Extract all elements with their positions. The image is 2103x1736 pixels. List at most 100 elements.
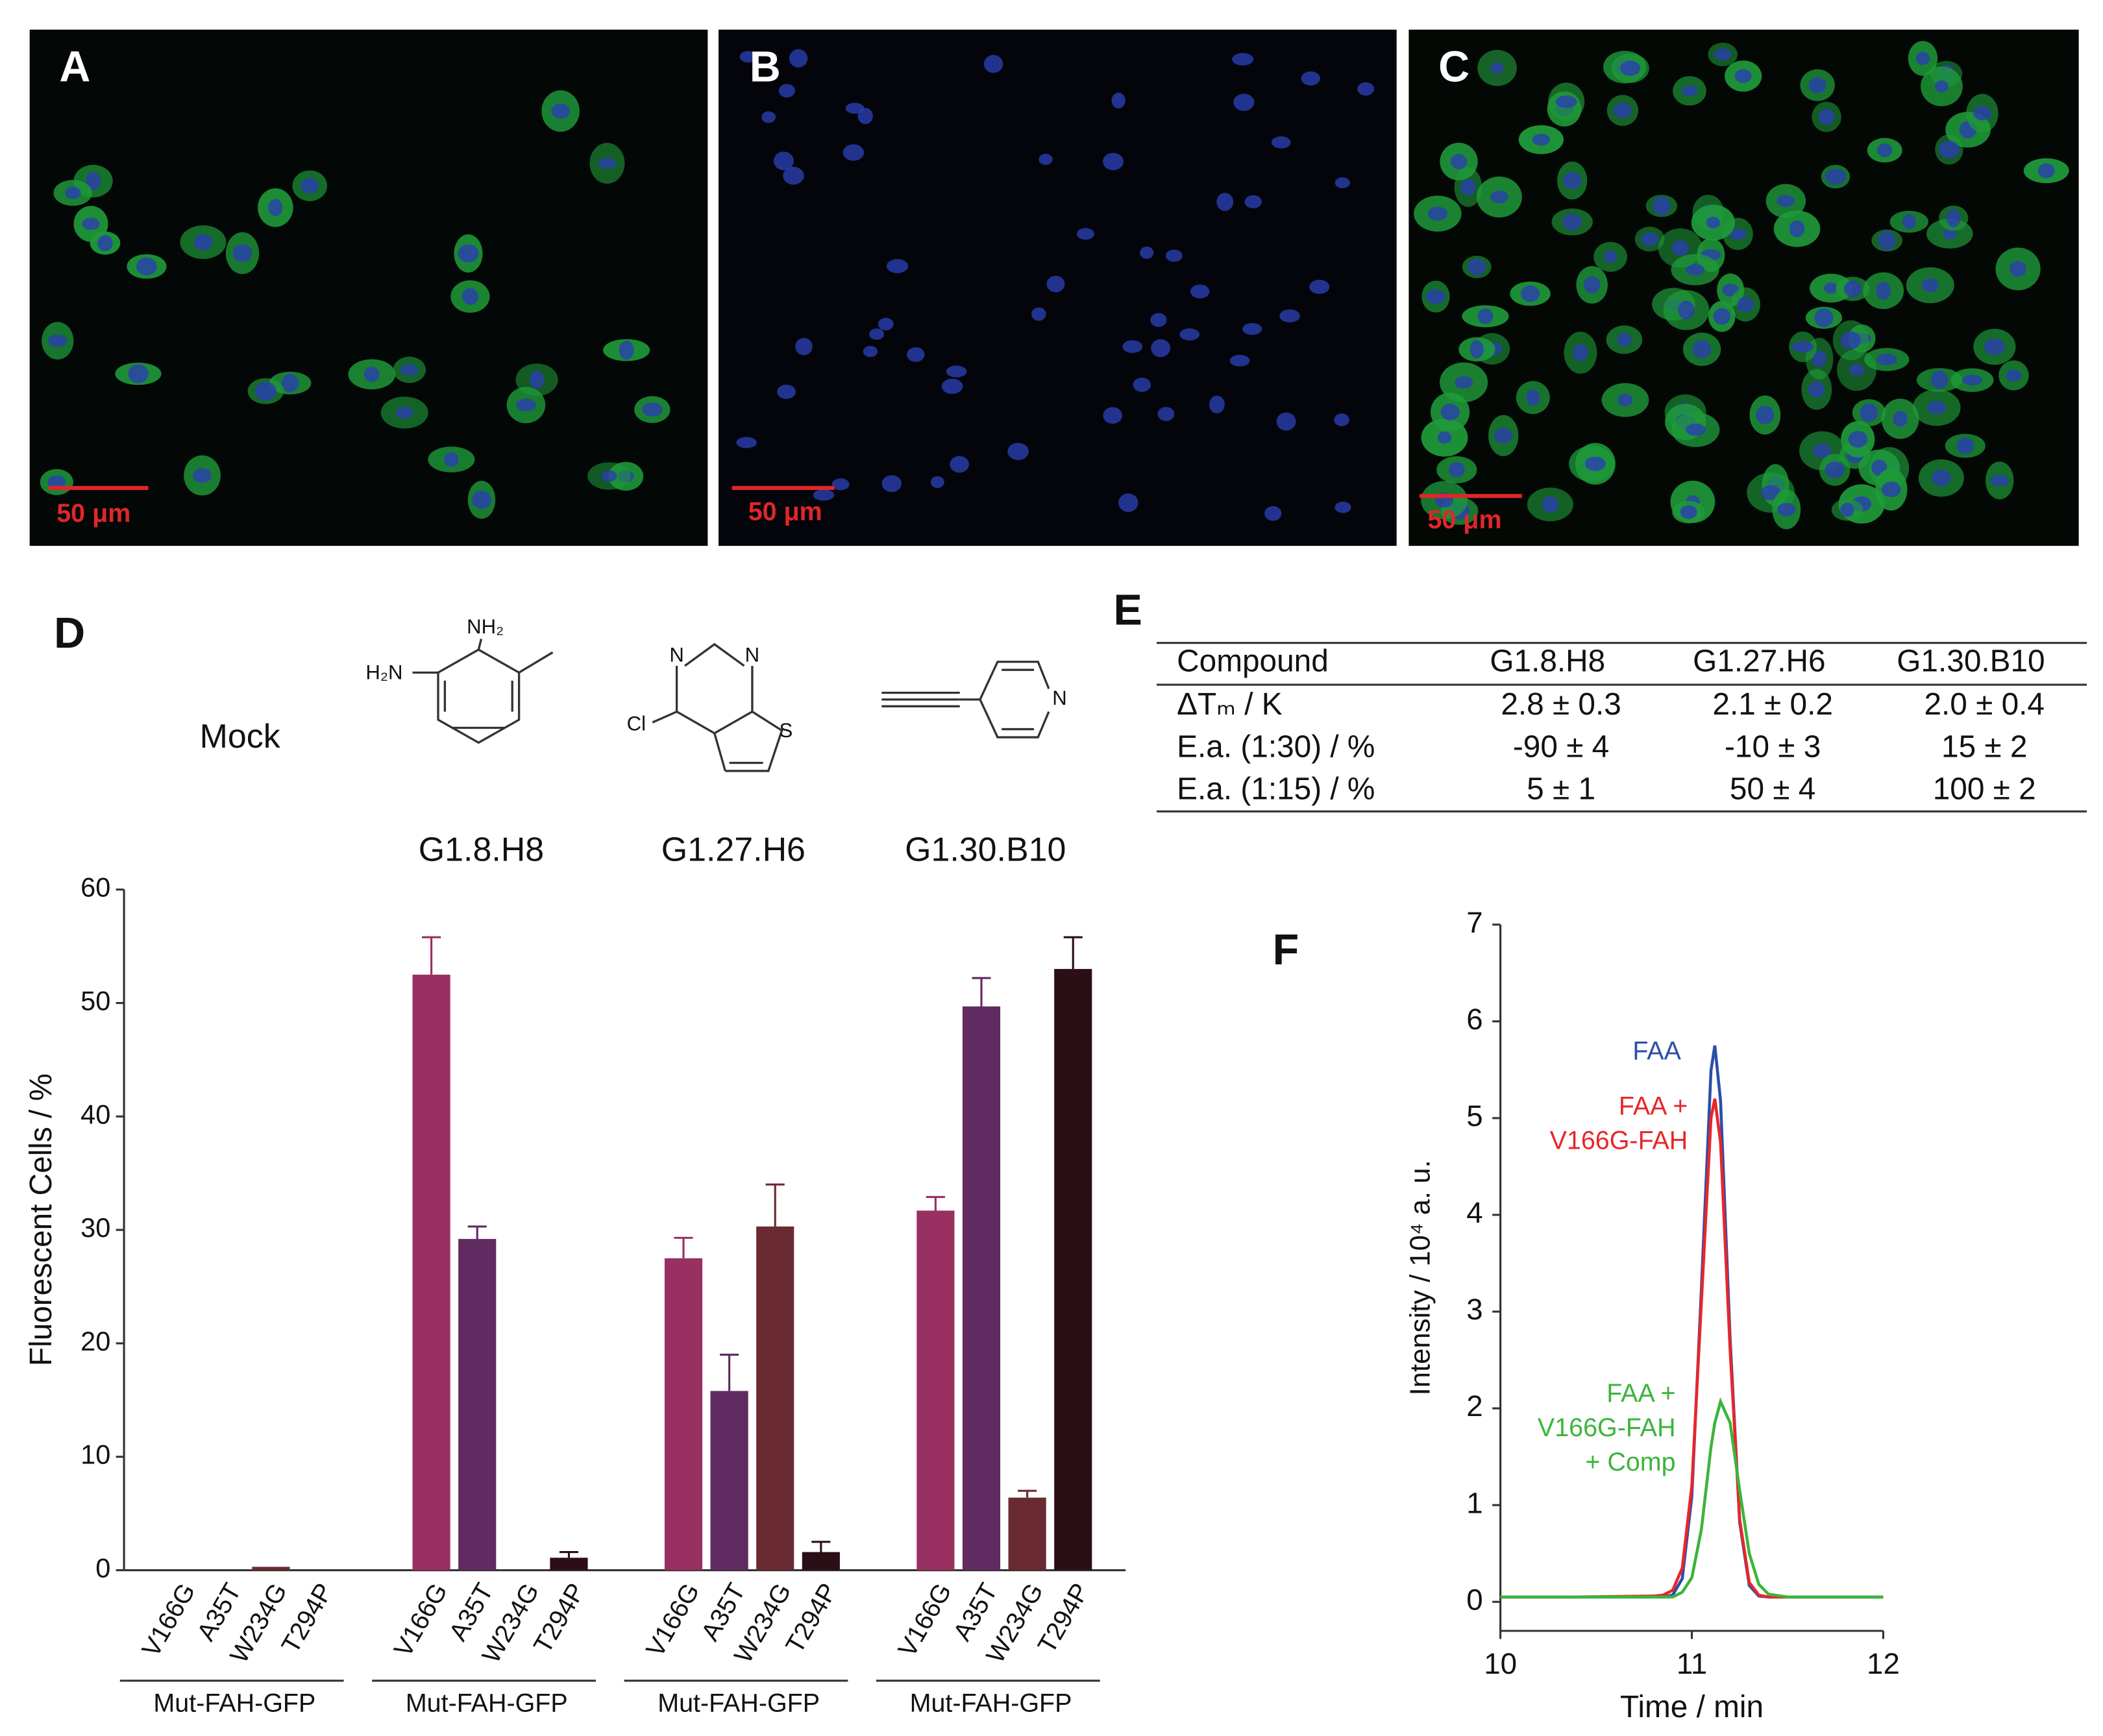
structure: NH₂ H₂N — [365, 615, 554, 744]
nucleus — [400, 364, 419, 376]
y-tick-label: 50 — [80, 986, 110, 1016]
nucleus — [530, 371, 545, 389]
nucleus — [1825, 168, 1847, 185]
nucleus — [789, 49, 808, 68]
nucleus — [1824, 282, 1838, 294]
nucleus — [1921, 278, 1939, 292]
panel-letter: B — [750, 43, 781, 92]
nucleus — [1962, 374, 1982, 386]
nucleus — [1276, 412, 1296, 431]
table-cell: 15 ± 2 — [1941, 729, 2027, 764]
bar — [1008, 1497, 1046, 1571]
x-tick-label: V166G — [892, 1578, 957, 1661]
nucleus — [1190, 284, 1210, 299]
nucleus — [1076, 228, 1094, 240]
nucleus — [1808, 381, 1825, 398]
nucleus — [1179, 328, 1200, 341]
table-cell: E.a. (1:15) / % — [1177, 772, 1375, 807]
nucleus — [1876, 353, 1897, 366]
nucleus — [1111, 92, 1125, 109]
nucleus — [1946, 209, 1961, 228]
nucleus — [1789, 220, 1805, 238]
y-tick-label: 0 — [1466, 1583, 1482, 1616]
nucleus — [65, 186, 81, 199]
table-header: G1.30.B10 — [1897, 644, 2045, 678]
nucleus — [1031, 307, 1046, 321]
error-bar — [559, 1551, 579, 1558]
nucleus — [1448, 462, 1465, 478]
nucleus — [1279, 309, 1300, 323]
nucleus — [363, 366, 380, 382]
group-name: Mock — [200, 718, 281, 755]
nucleus — [47, 475, 66, 489]
nucleus — [1984, 338, 2005, 356]
nucleus — [1427, 206, 1448, 221]
error-bar — [1063, 936, 1083, 970]
nucleus — [1357, 82, 1375, 96]
nucleus — [1756, 406, 1775, 424]
nucleus — [193, 234, 213, 251]
nucleus — [1583, 276, 1601, 294]
series-label: FAA — [1632, 1036, 1681, 1065]
group-name: G1.27.H6 — [661, 831, 806, 868]
nucleus — [458, 244, 479, 263]
table-cell: -90 ± 4 — [1513, 729, 1609, 764]
nucleus — [1151, 339, 1171, 358]
bar — [550, 1558, 588, 1571]
nucleus — [1813, 443, 1832, 458]
x-axis-label: Time / min — [1620, 1690, 1764, 1724]
y-tick-label: 40 — [80, 1099, 110, 1129]
nucleus — [1685, 423, 1706, 436]
bar — [916, 1210, 955, 1571]
nucleus — [1532, 134, 1551, 146]
x-tick-label: 10 — [1484, 1647, 1517, 1680]
nucleus — [1103, 407, 1122, 424]
nucleus — [857, 108, 873, 125]
panel-letter: D — [54, 609, 85, 657]
y-tick-label: 60 — [80, 872, 110, 903]
nucleus — [1761, 485, 1781, 500]
nucleus — [619, 341, 634, 360]
nucleus — [1692, 340, 1712, 359]
nucleus — [1229, 354, 1250, 367]
error-bar — [1018, 1489, 1037, 1498]
nucleus — [1617, 332, 1632, 347]
atom-label: Cl — [627, 713, 646, 735]
scale-bar-label: 50 μm — [1427, 506, 1501, 534]
nucleus — [1934, 80, 1949, 93]
nucleus — [1271, 136, 1291, 149]
structure: N N Cl S — [627, 642, 793, 772]
nucleus — [82, 217, 100, 230]
error-bar — [674, 1236, 693, 1258]
nucleus — [1233, 93, 1255, 111]
bar-chart: 0 10 20 30 40 50 60 Fluorescent Cells / % Mock V1… — [24, 718, 1126, 1718]
nucleus — [1520, 285, 1540, 302]
nucleus — [2010, 261, 2026, 277]
nucleus — [1102, 153, 1124, 171]
nucleus — [1603, 251, 1617, 263]
y-tick-label: 3 — [1466, 1293, 1482, 1326]
table-header: G1.8.H8 — [1490, 644, 1605, 678]
y-tick-label: 0 — [95, 1553, 110, 1583]
scale-bar-label: 50 μm — [56, 499, 130, 528]
nucleus — [1140, 247, 1154, 259]
nucleus — [739, 51, 757, 63]
series-label: V166G-FAH — [1550, 1127, 1688, 1155]
error-bar — [972, 977, 991, 1007]
nucleus — [254, 382, 277, 401]
y-tick-label: 5 — [1466, 1099, 1482, 1132]
atom-label: N — [1052, 687, 1067, 709]
y-tick-label: 1 — [1466, 1486, 1482, 1519]
bond — [713, 733, 726, 772]
nucleus — [1893, 411, 1908, 427]
bar — [962, 1006, 1001, 1571]
nucleus — [1681, 85, 1698, 97]
nucleus — [1680, 505, 1697, 519]
panel-letter: E — [1114, 587, 1142, 635]
nucleus — [1039, 153, 1053, 165]
nucleus — [1876, 143, 1893, 158]
bond — [477, 639, 483, 650]
bar — [252, 1567, 290, 1571]
nucleus — [1989, 474, 2010, 487]
